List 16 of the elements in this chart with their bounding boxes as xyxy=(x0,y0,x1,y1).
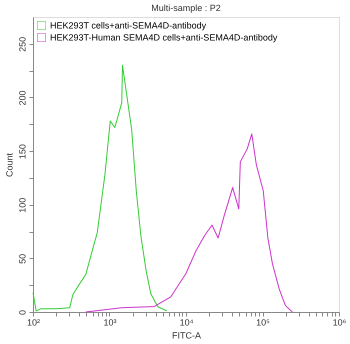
y-tick-label: 50 xyxy=(18,254,28,264)
chart-title: Multi-sample : P2 xyxy=(151,3,221,13)
x-tick-label: 10² xyxy=(26,318,40,328)
x-axis-title: FITC-A xyxy=(172,330,201,340)
y-tick-label: 200 xyxy=(18,90,28,106)
y-tick-label: 0 xyxy=(18,310,28,316)
legend-label: HEK293T cells+anti-SEMA4D-antibody xyxy=(50,20,207,30)
x-tick-label: 10³ xyxy=(103,318,117,328)
x-tick-label: 10⁶ xyxy=(332,318,347,328)
y-tick-label: 100 xyxy=(18,198,28,213)
legend-label: HEK293T-Human SEMA4D cells+anti-SEMA4D-antibody xyxy=(50,32,278,42)
y-axis-title: Count xyxy=(4,152,14,178)
y-tick-label: 250 xyxy=(18,36,28,52)
x-tick-label: 10⁴ xyxy=(180,318,194,328)
y-tick-label: 150 xyxy=(18,144,28,160)
x-tick-label: 10⁵ xyxy=(256,318,270,328)
